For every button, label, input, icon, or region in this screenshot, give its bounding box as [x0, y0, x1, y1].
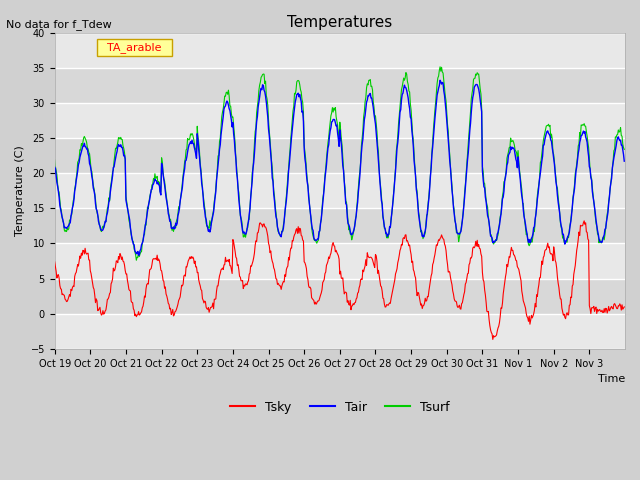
Bar: [54, 243, 625, 278]
Bar: [54, 314, 625, 349]
X-axis label: Time: Time: [598, 374, 625, 384]
Title: Temperatures: Temperatures: [287, 15, 392, 30]
Bar: [54, 68, 625, 103]
Bar: [54, 208, 625, 243]
Text: TA_arable: TA_arable: [100, 42, 169, 53]
Legend: Tsky, Tair, Tsurf: Tsky, Tair, Tsurf: [225, 396, 455, 419]
Bar: [54, 138, 625, 173]
Bar: [54, 103, 625, 138]
Bar: [54, 173, 625, 208]
Bar: [54, 33, 625, 68]
Y-axis label: Temperature (C): Temperature (C): [15, 145, 25, 236]
Text: No data for f_Tdew: No data for f_Tdew: [6, 19, 112, 30]
Bar: [54, 278, 625, 314]
